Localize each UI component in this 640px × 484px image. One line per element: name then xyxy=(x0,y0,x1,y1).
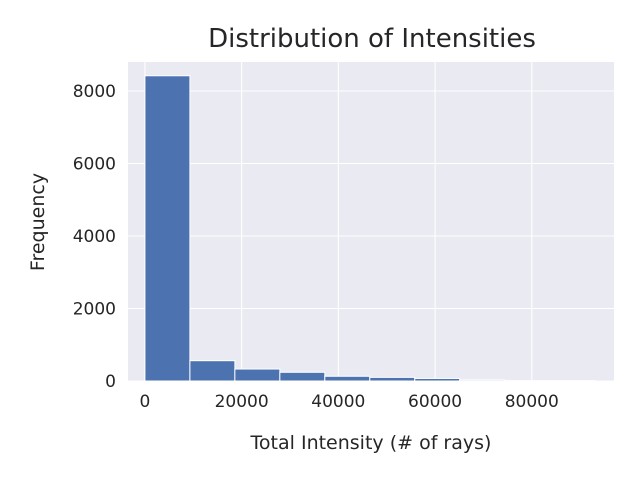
x-tick-label: 0 xyxy=(140,392,151,412)
y-tick-label: 2000 xyxy=(73,300,116,320)
histogram-bar xyxy=(145,76,190,381)
histogram-bar xyxy=(325,376,370,381)
y-axis-label: Frequency xyxy=(27,173,49,271)
chart-title: Distribution of Intensities xyxy=(208,24,536,54)
y-tick-label: 6000 xyxy=(73,155,116,175)
x-tick-label: 40000 xyxy=(311,392,365,412)
histogram-bar xyxy=(280,372,325,381)
histogram-bar xyxy=(235,369,280,381)
x-tick-label: 20000 xyxy=(215,392,269,412)
histogram-bar xyxy=(370,377,415,381)
x-axis-label: Total Intensity (# of rays) xyxy=(250,432,492,454)
plot-area xyxy=(128,62,614,381)
y-tick-label: 4000 xyxy=(73,227,116,247)
histogram-bar xyxy=(460,380,505,381)
y-tick-label: 0 xyxy=(105,372,116,392)
histogram-bar xyxy=(190,361,235,381)
histogram-bar xyxy=(415,378,460,381)
y-tick-label: 8000 xyxy=(73,82,116,102)
y-tick-labels: 0 2000 4000 6000 8000 xyxy=(73,82,116,392)
x-tick-label: 80000 xyxy=(505,392,559,412)
x-tick-label: 60000 xyxy=(408,392,462,412)
x-tick-labels: 0 20000 40000 60000 80000 xyxy=(140,392,559,412)
